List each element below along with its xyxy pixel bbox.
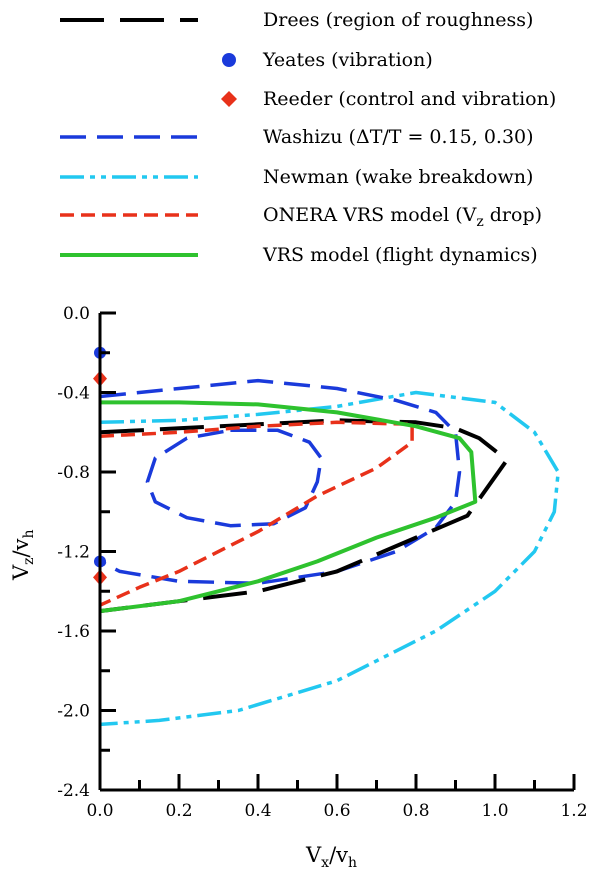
series-line-vrs bbox=[99, 400, 478, 614]
x-tick-label: 0.8 bbox=[402, 801, 429, 821]
plot-series bbox=[99, 378, 560, 727]
series-line-washizu-inner bbox=[145, 428, 323, 528]
legend-item-drees: Drees (region of roughness) bbox=[60, 9, 533, 31]
legend-label-yeates: Yeates (vibration) bbox=[262, 49, 433, 71]
legend-label-washizu: Washizu (ΔT/T = 0.15, 0.30) bbox=[263, 126, 534, 148]
x-axis-title-sub-1: x bbox=[321, 855, 329, 871]
x-tick-label: 0.2 bbox=[165, 801, 192, 821]
legend-swatch-reeder bbox=[221, 91, 237, 107]
x-axis-title-sub-2: h bbox=[348, 855, 357, 871]
y-axis-title: Vz/vh bbox=[9, 529, 37, 581]
x-tick-label: 0.6 bbox=[323, 801, 350, 821]
legend: Drees (region of roughness) Yeates (vibra… bbox=[60, 9, 556, 266]
legend-label-drees: Drees (region of roughness) bbox=[263, 9, 533, 31]
x-axis-title: Vx/vh bbox=[305, 843, 357, 871]
legend-label-newman: Newman (wake breakdown) bbox=[263, 166, 533, 188]
x-tick-label: 0.4 bbox=[244, 801, 271, 821]
x-tick-label: 0.0 bbox=[86, 801, 113, 821]
axes: 0.0-0.4-0.8-1.2-1.6-2.0-2.40.0 0.2 0.4 0.6 0… bbox=[57, 304, 587, 821]
legend-item-reeder: Reeder (control and vibration) bbox=[221, 88, 556, 110]
legend-label-vrs: VRS model (flight dynamics) bbox=[262, 244, 538, 266]
legend-item-newman: Newman (wake breakdown) bbox=[60, 166, 533, 188]
y-axis-title-slash: /v bbox=[9, 538, 33, 557]
legend-item-vrs: VRS model (flight dynamics) bbox=[60, 244, 538, 266]
legend-item-washizu: Washizu (ΔT/T = 0.15, 0.30) bbox=[60, 126, 534, 148]
y-tick-label: -2.4 bbox=[57, 781, 90, 801]
x-axis-title-main: V bbox=[305, 843, 322, 867]
series-line-onera bbox=[99, 420, 414, 607]
series-line-drees bbox=[99, 418, 509, 614]
axis-titles: Vx/vh Vz/vh bbox=[9, 529, 357, 871]
y-axis-title-sub-1: z bbox=[21, 557, 37, 564]
y-tick-label: -2.0 bbox=[57, 702, 90, 722]
y-tick-label: -1.6 bbox=[57, 622, 90, 642]
x-tick-label: 1.2 bbox=[560, 801, 587, 821]
y-tick-label: 0.0 bbox=[63, 304, 90, 324]
y-tick-label: -0.4 bbox=[57, 384, 90, 404]
y-axis-title-main: V bbox=[9, 564, 33, 581]
x-tick-label: 1.0 bbox=[481, 801, 508, 821]
y-tick-label: -0.8 bbox=[57, 463, 90, 483]
legend-item-onera: ONERA VRS model (Vz drop) bbox=[60, 204, 542, 230]
y-tick-label: -1.2 bbox=[57, 543, 90, 563]
legend-label-reeder: Reeder (control and vibration) bbox=[263, 88, 556, 110]
series-line-washizu-outer bbox=[99, 378, 462, 586]
legend-swatch-yeates bbox=[222, 53, 236, 67]
legend-item-yeates: Yeates (vibration) bbox=[222, 49, 433, 71]
legend-label-onera: ONERA VRS model (Vz drop) bbox=[263, 204, 542, 230]
y-axis-title-sub-2: h bbox=[21, 529, 37, 538]
x-axis-title-slash: /v bbox=[329, 843, 348, 867]
